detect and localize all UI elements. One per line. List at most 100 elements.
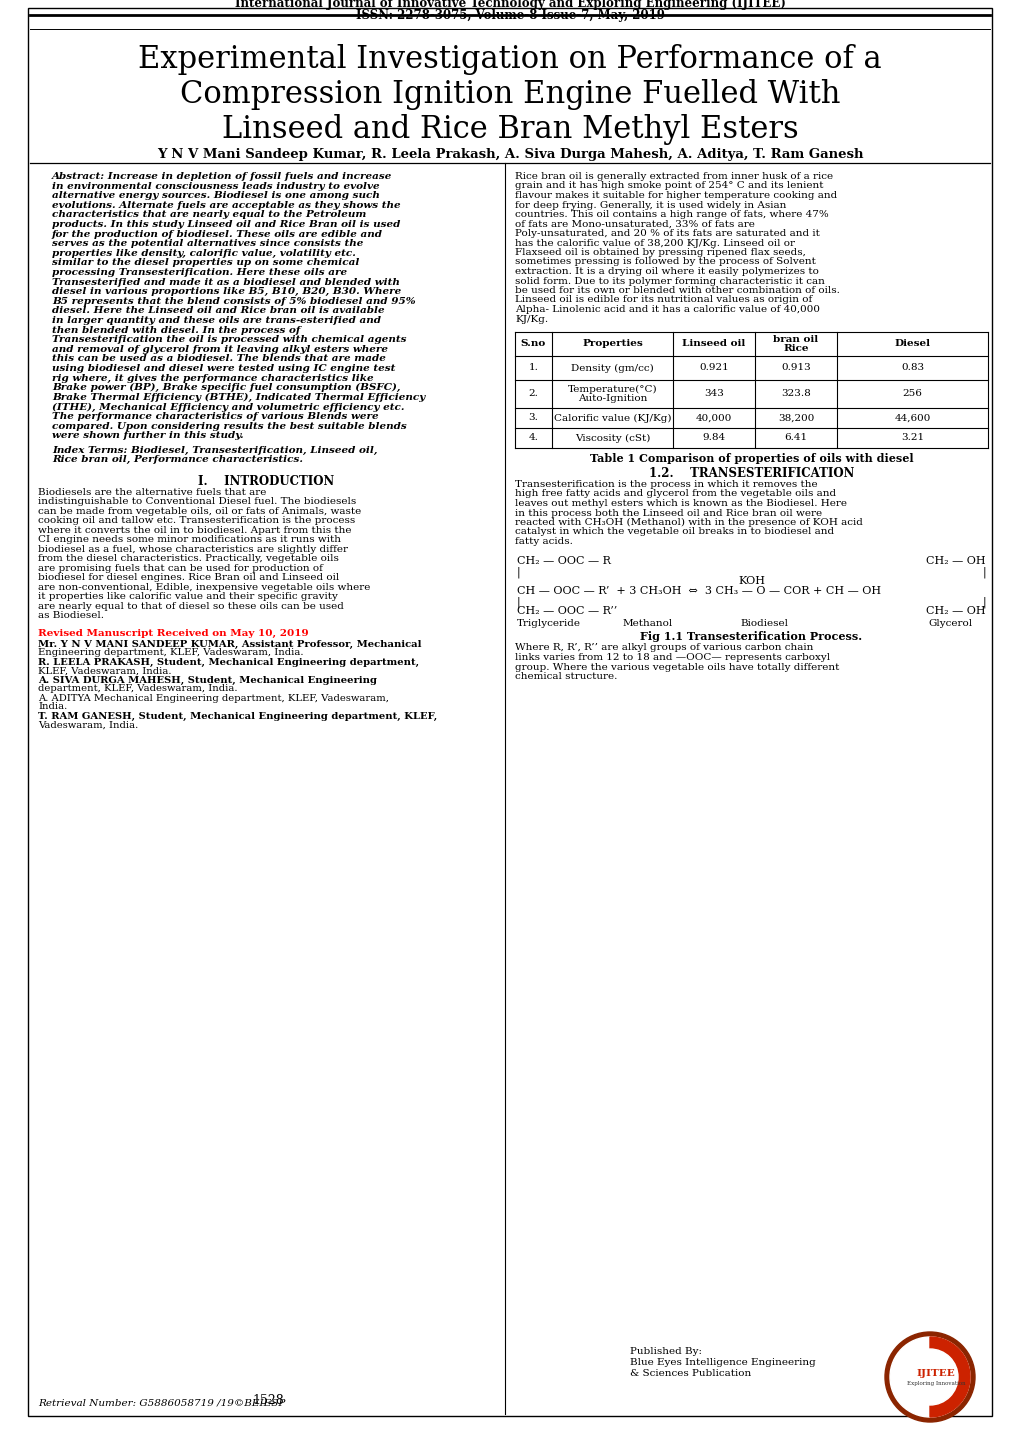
Text: Brake power (BP), Brake specific fuel consumption (BSFC),: Brake power (BP), Brake specific fuel co…	[52, 384, 400, 392]
Text: Experimental Investigation on Performance of a: Experimental Investigation on Performanc…	[138, 45, 881, 75]
Text: I.    INTRODUCTION: I. INTRODUCTION	[198, 474, 334, 487]
Text: Rice bran oil, Performance characteristics.: Rice bran oil, Performance characteristi…	[52, 456, 303, 464]
Text: & Sciences Publication: & Sciences Publication	[630, 1368, 751, 1379]
Text: KLEF, Vadeswaram, India.: KLEF, Vadeswaram, India.	[38, 666, 171, 675]
Text: Calorific value (KJ/Kg): Calorific value (KJ/Kg)	[553, 414, 671, 423]
Text: 0.921: 0.921	[698, 363, 729, 372]
Text: catalyst in which the vegetable oil breaks in to biodiesel and: catalyst in which the vegetable oil brea…	[515, 528, 834, 536]
Text: similar to the diesel properties up on some chemical: similar to the diesel properties up on s…	[52, 258, 359, 267]
Text: Biodiesel: Biodiesel	[739, 619, 788, 627]
Text: it properties like calorific value and their specific gravity: it properties like calorific value and t…	[38, 593, 337, 601]
Text: Abstract: Increase in depletion of fossil fuels and increase: Abstract: Increase in depletion of fossi…	[52, 172, 392, 182]
Text: Vadeswaram, India.: Vadeswaram, India.	[38, 721, 139, 730]
Text: Retrieval Number: G5886058719 /19©BEIESP: Retrieval Number: G5886058719 /19©BEIESP	[38, 1397, 285, 1407]
Text: CH₂ — OOC — R: CH₂ — OOC — R	[517, 557, 610, 567]
Text: Y N V Mani Sandeep Kumar, R. Leela Prakash, A. Siva Durga Mahesh, A. Aditya, T. : Y N V Mani Sandeep Kumar, R. Leela Praka…	[157, 149, 862, 162]
Text: CH₂ — OOC — R’’: CH₂ — OOC — R’’	[517, 607, 616, 617]
Text: |: |	[517, 567, 520, 578]
Text: reacted with CH₃OH (Methanol) with in the presence of KOH acid: reacted with CH₃OH (Methanol) with in th…	[515, 518, 862, 528]
Text: 1.2.    TRANSESTERIFICATION: 1.2. TRANSESTERIFICATION	[648, 467, 853, 480]
Text: Viscosity (cSt): Viscosity (cSt)	[575, 434, 649, 443]
Text: rig where, it gives the performance characteristics like: rig where, it gives the performance char…	[52, 373, 373, 382]
Text: Poly-unsaturated, and 20 % of its fats are saturated and it: Poly-unsaturated, and 20 % of its fats a…	[515, 229, 819, 238]
Text: compared. Upon considering results the best suitable blends: compared. Upon considering results the b…	[52, 421, 407, 431]
Text: (ITHE), Mechanical Efficiency and volumetric efficiency etc.: (ITHE), Mechanical Efficiency and volume…	[52, 402, 405, 411]
Text: Flaxseed oil is obtained by pressing ripened flax seeds,: Flaxseed oil is obtained by pressing rip…	[515, 248, 805, 257]
Text: properties like density, calorific value, volatility etc.: properties like density, calorific value…	[52, 249, 356, 258]
Text: grain and it has high smoke point of 254° C and its lenient: grain and it has high smoke point of 254…	[515, 182, 822, 190]
Text: KOH: KOH	[738, 577, 764, 587]
Text: 343: 343	[703, 389, 723, 398]
Text: CH — OOC — R’  + 3 CH₃OH  ⇔  3 CH₃ — O — COR + CH — OH: CH — OOC — R’ + 3 CH₃OH ⇔ 3 CH₃ — O — CO…	[517, 587, 880, 597]
Text: are promising fuels that can be used for production of: are promising fuels that can be used for…	[38, 564, 323, 572]
Text: 44,600: 44,600	[894, 414, 929, 423]
Text: using biodiesel and diesel were tested using IC engine test: using biodiesel and diesel were tested u…	[52, 363, 395, 373]
Text: 40,000: 40,000	[695, 414, 732, 423]
Text: 1528: 1528	[252, 1394, 283, 1407]
Text: 0.83: 0.83	[900, 363, 923, 372]
Text: are nearly equal to that of diesel so these oils can be used: are nearly equal to that of diesel so th…	[38, 601, 343, 611]
Text: solid form. Due to its polymer forming characteristic it can: solid form. Due to its polymer forming c…	[515, 277, 824, 286]
Text: this can be used as a biodiesel. The blends that are made: this can be used as a biodiesel. The ble…	[52, 355, 385, 363]
Text: characteristics that are nearly equal to the Petroleum: characteristics that are nearly equal to…	[52, 211, 366, 219]
Text: India.: India.	[38, 702, 67, 711]
Text: from the diesel characteristics. Practically, vegetable oils: from the diesel characteristics. Practic…	[38, 555, 338, 564]
Text: Rice: Rice	[783, 343, 808, 353]
Text: 3.: 3.	[528, 414, 538, 423]
Text: Methanol: Methanol	[623, 619, 673, 627]
Text: were shown further in this study.: were shown further in this study.	[52, 431, 244, 440]
Text: |: |	[981, 567, 985, 578]
Wedge shape	[929, 1337, 969, 1417]
Text: 9.84: 9.84	[702, 434, 725, 443]
Text: CH₂ — OH: CH₂ — OH	[925, 557, 985, 567]
Text: Transesterification the oil is processed with chemical agents: Transesterification the oil is processed…	[52, 335, 407, 345]
Text: 323.8: 323.8	[781, 389, 810, 398]
Text: Transesterification is the process in which it removes the: Transesterification is the process in wh…	[515, 480, 817, 489]
Text: alternative energy sources. Biodiesel is one among such: alternative energy sources. Biodiesel is…	[52, 192, 379, 200]
Text: Linseed oil is edible for its nutritional values as origin of: Linseed oil is edible for its nutritiona…	[515, 296, 811, 304]
Text: of fats are Mono-unsaturated, 33% of fats are: of fats are Mono-unsaturated, 33% of fat…	[515, 219, 754, 228]
Text: A. SIVA DURGA MAHESH, Student, Mechanical Engineering: A. SIVA DURGA MAHESH, Student, Mechanica…	[38, 676, 377, 685]
Text: Auto-Ignition: Auto-Ignition	[577, 394, 646, 402]
Text: and removal of glycerol from it leaving alkyl esters where: and removal of glycerol from it leaving …	[52, 345, 387, 353]
Text: Diesel: Diesel	[894, 339, 929, 349]
Text: Transesterified and made it as a biodiesel and blended with: Transesterified and made it as a biodies…	[52, 278, 399, 287]
Text: diesel in various proportions like B5, B10, B20, B30. Where: diesel in various proportions like B5, B…	[52, 287, 400, 296]
Text: group. Where the various vegetable oils have totally different: group. Where the various vegetable oils …	[515, 662, 839, 672]
Text: 38,200: 38,200	[777, 414, 813, 423]
Text: The performance characteristics of various Blends were: The performance characteristics of vario…	[52, 412, 378, 421]
Text: Blue Eyes Intelligence Engineering: Blue Eyes Intelligence Engineering	[630, 1358, 815, 1367]
Text: Index Terms: Biodiesel, Transesterification, Linseed oil,: Index Terms: Biodiesel, Transesterificat…	[52, 446, 377, 454]
Text: Fig 1.1 Transesterification Process.: Fig 1.1 Transesterification Process.	[640, 630, 862, 642]
Text: 6.41: 6.41	[784, 434, 807, 443]
Text: high free fatty acids and glycerol from the vegetable oils and: high free fatty acids and glycerol from …	[515, 489, 836, 499]
Text: Alpha- Linolenic acid and it has a calorific value of 40,000: Alpha- Linolenic acid and it has a calor…	[515, 306, 819, 314]
Text: A. ADITYA Mechanical Engineering department, KLEF, Vadeswaram,: A. ADITYA Mechanical Engineering departm…	[38, 694, 388, 704]
Text: B5 represents that the blend consists of 5% biodiesel and 95%: B5 represents that the blend consists of…	[52, 297, 415, 306]
Text: 3.21: 3.21	[900, 434, 923, 443]
Text: Engineering department, KLEF, Vadeswaram, India.: Engineering department, KLEF, Vadeswaram…	[38, 649, 304, 658]
Text: |: |	[981, 597, 985, 609]
Circle shape	[890, 1337, 969, 1417]
Text: can be made from vegetable oils, oil or fats of Animals, waste: can be made from vegetable oils, oil or …	[38, 508, 361, 516]
Text: 0.913: 0.913	[781, 363, 810, 372]
Text: ISSN: 2278-3075, Volume-8 Issue-7, May, 2019: ISSN: 2278-3075, Volume-8 Issue-7, May, …	[356, 9, 663, 22]
Text: 2.: 2.	[528, 389, 538, 398]
Text: Rice bran oil is generally extracted from inner husk of a rice: Rice bran oil is generally extracted fro…	[515, 172, 833, 182]
Text: in environmental consciousness leads industry to evolve: in environmental consciousness leads ind…	[52, 182, 379, 190]
Text: chemical structure.: chemical structure.	[515, 672, 616, 681]
Circle shape	[884, 1332, 974, 1422]
Text: 256: 256	[902, 389, 921, 398]
Text: has the calorific value of 38,200 KJ/Kg. Linseed oil or: has the calorific value of 38,200 KJ/Kg.…	[515, 238, 794, 248]
Text: Glycerol: Glycerol	[927, 619, 971, 627]
Text: Where R, R’, R’’ are alkyl groups of various carbon chain: Where R, R’, R’’ are alkyl groups of var…	[515, 643, 812, 652]
Text: biodiesel as a fuel, whose characteristics are slightly differ: biodiesel as a fuel, whose characteristi…	[38, 545, 347, 554]
Text: CH₂ — OH: CH₂ — OH	[925, 607, 985, 617]
Text: processing Transesterification. Here these oils are: processing Transesterification. Here the…	[52, 268, 346, 277]
Text: for the production of biodiesel. These oils are edible and: for the production of biodiesel. These o…	[52, 229, 382, 238]
Text: leaves out methyl esters which is known as the Biodiesel. Here: leaves out methyl esters which is known …	[515, 499, 846, 508]
Text: CI engine needs some minor modifications as it runs with: CI engine needs some minor modifications…	[38, 535, 340, 545]
Text: Triglyceride: Triglyceride	[517, 619, 581, 627]
Text: where it converts the oil in to biodiesel. Apart from this the: where it converts the oil in to biodiese…	[38, 526, 352, 535]
Text: S.no: S.no	[521, 339, 545, 349]
